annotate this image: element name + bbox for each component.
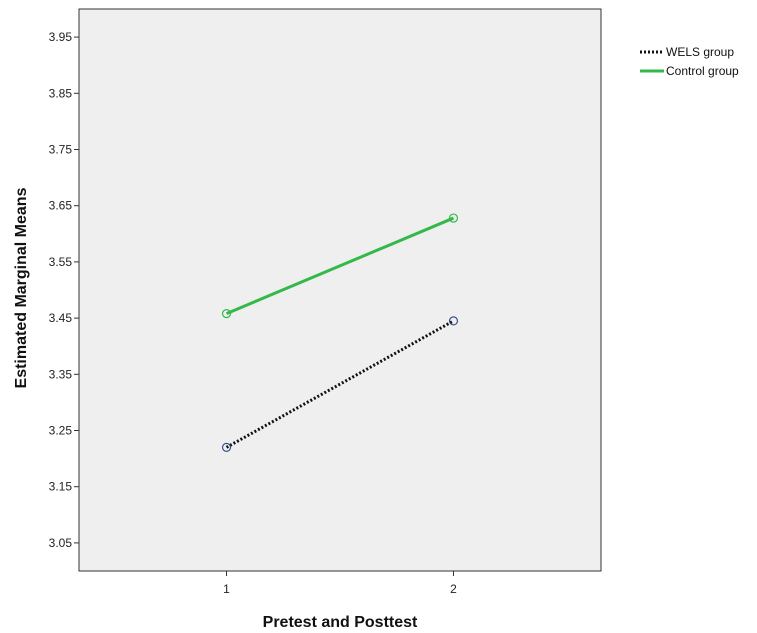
y-tick-label: 3.55	[49, 255, 73, 269]
y-tick-label: 3.35	[49, 367, 73, 381]
y-tick-label: 3.15	[49, 480, 73, 494]
y-tick-label: 3.45	[49, 311, 73, 325]
data-point-control	[448, 213, 459, 223]
plot-area	[78, 8, 602, 572]
y-tick-label: 3.25	[49, 424, 73, 438]
series-line-wels	[225, 319, 455, 449]
y-tick-label: 3.75	[49, 143, 73, 157]
y-tick-label: 3.85	[49, 86, 73, 100]
legend-label-wels: WELS group	[666, 45, 734, 59]
y-axis-ticks: 3.05 3.15 3.25 3.35 3.45 3.55 3.65 3.75 3.85 3.95	[49, 30, 79, 550]
y-axis-title: Estimated Marginal Means	[13, 187, 30, 388]
y-tick-label: 3.65	[49, 199, 73, 213]
x-tick-label: 2	[450, 582, 457, 596]
legend: WELS group Control group	[640, 45, 739, 78]
legend-label-control: Control group	[666, 64, 739, 78]
x-axis-title: Pretest and Posttest	[263, 614, 418, 631]
data-point-wels	[448, 316, 459, 326]
series-layer	[221, 213, 459, 452]
data-point-wels	[221, 442, 232, 452]
x-tick-label: 1	[223, 582, 230, 596]
series-line-control	[225, 216, 455, 315]
y-tick-label: 3.05	[49, 536, 73, 550]
y-tick-label: 3.95	[49, 30, 73, 44]
data-point-control	[221, 309, 232, 319]
